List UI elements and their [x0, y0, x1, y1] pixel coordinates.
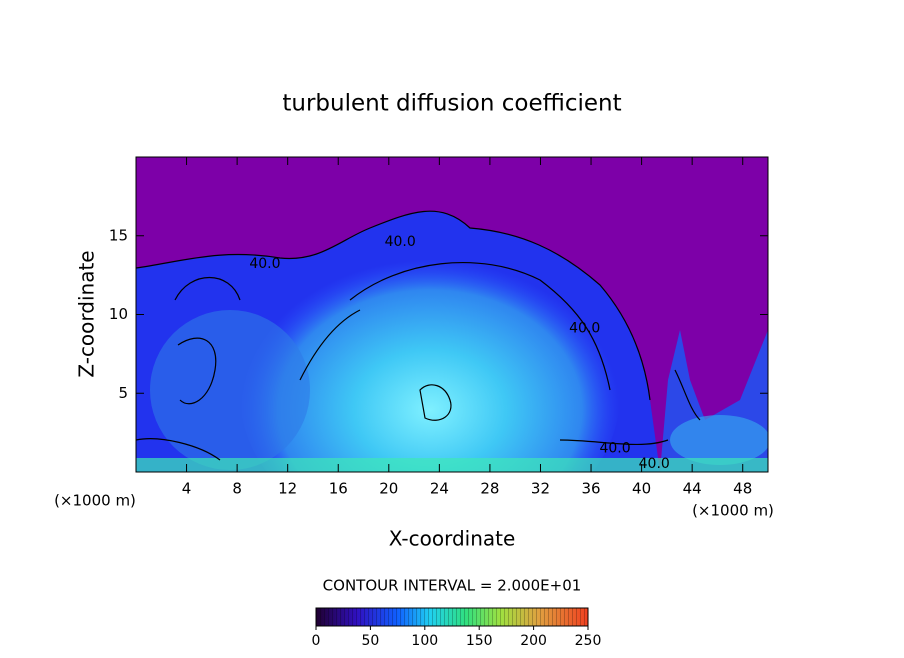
x-tick-label: 28 — [480, 480, 499, 498]
contour-interval: CONTOUR INTERVAL = 2.000E+01 — [323, 577, 582, 595]
colorbar-tick-label: 200 — [520, 633, 547, 649]
field — [136, 157, 768, 472]
x-axis-label: X-coordinate — [389, 527, 516, 551]
colorbar-tick-label: 50 — [361, 633, 379, 649]
x-tick-label: 24 — [430, 480, 449, 498]
x-tick-label: 48 — [733, 480, 752, 498]
colorbar-tick-label: 250 — [575, 633, 602, 649]
colorbar-tick-label: 0 — [312, 633, 321, 649]
x-tick-label: 8 — [232, 480, 242, 498]
contour-label: 40.0 — [569, 321, 600, 337]
y-axis-label: Z-coordinate — [75, 250, 99, 377]
x-tick-label: 44 — [683, 480, 702, 498]
contour-label: 40.0 — [599, 440, 630, 456]
x-tick-label: 40 — [632, 480, 651, 498]
colorbar-frame — [315, 607, 589, 627]
x-tick-label: 32 — [531, 480, 550, 498]
contour-label: 40.0 — [639, 456, 670, 472]
x-tick-label: 12 — [278, 480, 297, 498]
chart-title: turbulent diffusion coefficient — [282, 91, 621, 117]
x-unit: (×1000 m) — [692, 502, 774, 520]
x-tick-label: 36 — [581, 480, 600, 498]
contour-label: 40.0 — [385, 234, 416, 250]
y-tick-label: 10 — [109, 305, 128, 323]
y-unit: (×1000 m) — [54, 492, 136, 510]
x-tick-label: 4 — [182, 480, 192, 498]
x-tick-label: 16 — [329, 480, 348, 498]
x-tick-label: 20 — [379, 480, 398, 498]
contour-label: 40.0 — [249, 256, 280, 272]
y-tick-label: 15 — [109, 226, 128, 244]
colorbar-tick-label: 100 — [411, 633, 438, 649]
colorbar-tick-label: 150 — [466, 633, 493, 649]
y-tick-label: 5 — [118, 384, 128, 402]
